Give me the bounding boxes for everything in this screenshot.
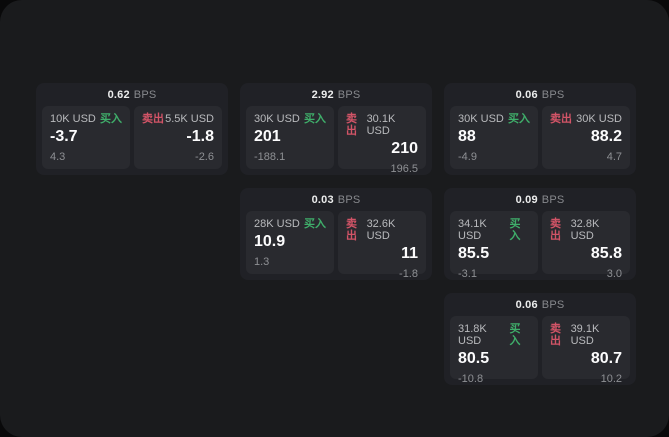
sell-delta: 196.5 <box>390 163 418 175</box>
buy-size: 34.1K USD <box>458 218 487 242</box>
quote-card: 0.03 BPS 28K USD 买入 10.9 1.3 卖出 32.6K US… <box>240 188 432 280</box>
sell-size: 30.1K USD <box>366 113 396 137</box>
sell-side-label: 卖出 <box>142 113 164 125</box>
sell-delta: 4.7 <box>606 151 622 163</box>
buy-panel[interactable]: 34.1K USD 买入 85.5 -3.1 <box>450 211 538 280</box>
buy-size: 28K USD <box>254 218 300 230</box>
bid-ask-panels: 30K USD 买入 88 -4.9 卖出 30K USD 88.2 4.7 <box>444 106 636 169</box>
sell-side-label: 卖出 <box>346 113 357 137</box>
spread-header: 2.92 BPS <box>240 83 432 106</box>
buy-panel[interactable]: 30K USD 买入 201 -188.1 <box>246 106 334 169</box>
sell-price: 11 <box>401 245 418 262</box>
quote-card: 2.92 BPS 30K USD 买入 201 -188.1 卖出 30.1K … <box>240 83 432 175</box>
buy-delta: -10.8 <box>458 373 484 385</box>
spread-header: 0.62 BPS <box>36 83 228 106</box>
sell-price: -1.8 <box>186 128 214 145</box>
buy-delta: -3.1 <box>458 268 477 280</box>
sell-panel[interactable]: 卖出 30.1K USD 210 196.5 <box>338 106 426 175</box>
quote-card: 0.06 BPS 30K USD 买入 88 -4.9 卖出 30K USD 8… <box>444 83 636 175</box>
buy-price: 85.5 <box>458 245 490 262</box>
buy-size: 30K USD <box>254 113 300 125</box>
spread-header: 0.06 BPS <box>444 83 636 106</box>
spread-value: 0.06 <box>515 298 538 311</box>
sell-delta: -1.8 <box>399 268 418 280</box>
bps-unit-label: BPS <box>541 88 565 101</box>
sell-size: 32.6K USD <box>366 218 396 242</box>
spread-header: 0.09 BPS <box>444 188 636 211</box>
bid-ask-panels: 28K USD 买入 10.9 1.3 卖出 32.6K USD 11 -1.8 <box>240 211 432 280</box>
spread-header: 0.03 BPS <box>240 188 432 211</box>
bid-ask-panels: 31.8K USD 买入 80.5 -10.8 卖出 39.1K USD 80.… <box>444 316 636 385</box>
sell-delta: -2.6 <box>195 151 214 163</box>
buy-delta: -188.1 <box>254 151 286 163</box>
sell-delta: 10.2 <box>600 373 622 385</box>
buy-price: 80.5 <box>458 350 490 367</box>
buy-price: -3.7 <box>50 128 78 145</box>
bps-unit-label: BPS <box>541 193 565 206</box>
quote-card: 0.62 BPS 10K USD 买入 -3.7 4.3 卖出 5.5K USD… <box>36 83 228 175</box>
sell-price: 80.7 <box>590 350 622 367</box>
sell-panel[interactable]: 卖出 39.1K USD 80.7 10.2 <box>542 316 630 385</box>
bid-ask-panels: 10K USD 买入 -3.7 4.3 卖出 5.5K USD -1.8 -2.… <box>36 106 228 169</box>
sell-size: 39.1K USD <box>570 323 600 347</box>
buy-delta: -4.9 <box>458 151 477 163</box>
buy-size: 10K USD <box>50 113 96 125</box>
sell-panel[interactable]: 卖出 32.6K USD 11 -1.8 <box>338 211 426 280</box>
buy-panel[interactable]: 10K USD 买入 -3.7 4.3 <box>42 106 130 169</box>
buy-side-label: 买入 <box>304 218 326 230</box>
sell-side-label: 卖出 <box>346 218 357 242</box>
sell-panel[interactable]: 卖出 32.8K USD 85.8 3.0 <box>542 211 630 280</box>
spread-value: 0.62 <box>107 88 130 101</box>
buy-side-label: 买入 <box>100 113 122 125</box>
buy-side-label: 买入 <box>509 323 521 347</box>
buy-side-label: 买入 <box>508 113 530 125</box>
bps-unit-label: BPS <box>337 193 361 206</box>
bps-unit-label: BPS <box>541 298 565 311</box>
bps-unit-label: BPS <box>133 88 157 101</box>
buy-price: 10.9 <box>254 233 286 250</box>
spread-value: 0.03 <box>311 193 334 206</box>
sell-price: 210 <box>391 140 418 157</box>
sell-size: 30K USD <box>576 113 622 125</box>
buy-price: 201 <box>254 128 281 145</box>
buy-panel[interactable]: 31.8K USD 买入 80.5 -10.8 <box>450 316 538 385</box>
sell-panel[interactable]: 卖出 30K USD 88.2 4.7 <box>542 106 630 169</box>
buy-price: 88 <box>458 128 476 145</box>
buy-delta: 1.3 <box>254 256 270 268</box>
buy-side-label: 买入 <box>304 113 326 125</box>
spread-value: 0.06 <box>515 88 538 101</box>
buy-delta: 4.3 <box>50 151 66 163</box>
buy-size: 31.8K USD <box>458 323 487 347</box>
spread-value: 2.92 <box>311 88 334 101</box>
quote-card: 0.06 BPS 31.8K USD 买入 80.5 -10.8 卖出 39.1… <box>444 293 636 385</box>
buy-panel[interactable]: 28K USD 买入 10.9 1.3 <box>246 211 334 274</box>
sell-price: 85.8 <box>590 245 622 262</box>
sell-panel[interactable]: 卖出 5.5K USD -1.8 -2.6 <box>134 106 222 169</box>
spread-header: 0.06 BPS <box>444 293 636 316</box>
sell-side-label: 卖出 <box>550 323 561 347</box>
spread-value: 0.09 <box>515 193 538 206</box>
sell-side-label: 卖出 <box>550 113 572 125</box>
bid-ask-panels: 34.1K USD 买入 85.5 -3.1 卖出 32.8K USD 85.8… <box>444 211 636 280</box>
bps-unit-label: BPS <box>337 88 361 101</box>
sell-price: 88.2 <box>590 128 622 145</box>
buy-size: 30K USD <box>458 113 504 125</box>
sell-size: 5.5K USD <box>165 113 214 125</box>
sell-size: 32.8K USD <box>570 218 600 242</box>
buy-side-label: 买入 <box>509 218 521 242</box>
quote-card: 0.09 BPS 34.1K USD 买入 85.5 -3.1 卖出 32.8K… <box>444 188 636 280</box>
sell-side-label: 卖出 <box>550 218 561 242</box>
buy-panel[interactable]: 30K USD 买入 88 -4.9 <box>450 106 538 169</box>
sell-delta: 3.0 <box>606 268 622 280</box>
bid-ask-panels: 30K USD 买入 201 -188.1 卖出 30.1K USD 210 1… <box>240 106 432 175</box>
